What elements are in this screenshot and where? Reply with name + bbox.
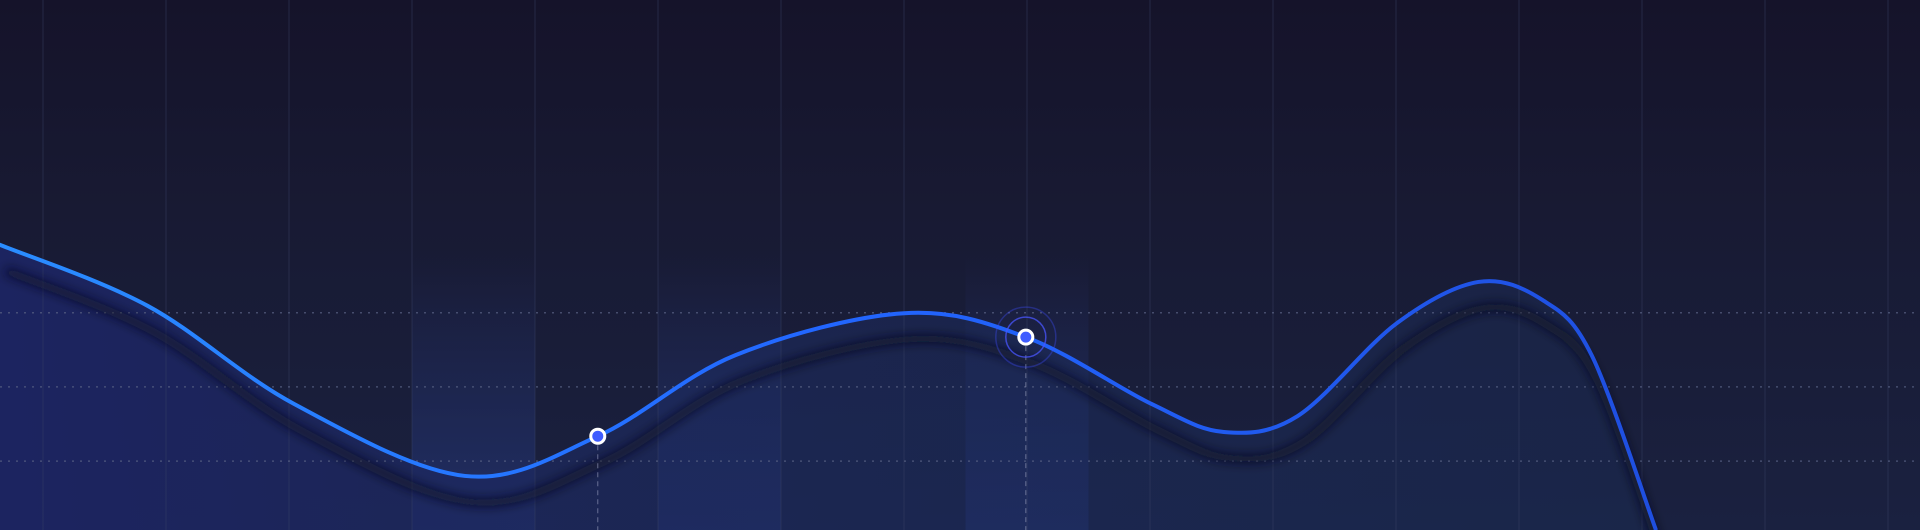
- marker-halo-outer: [995, 306, 1057, 368]
- data-point-marker: [1017, 328, 1035, 346]
- series-line: [0, 242, 1658, 530]
- marker-halo-inner: [1005, 316, 1047, 358]
- data-point-marker: [589, 427, 607, 445]
- line-shadow: [4, 267, 1658, 530]
